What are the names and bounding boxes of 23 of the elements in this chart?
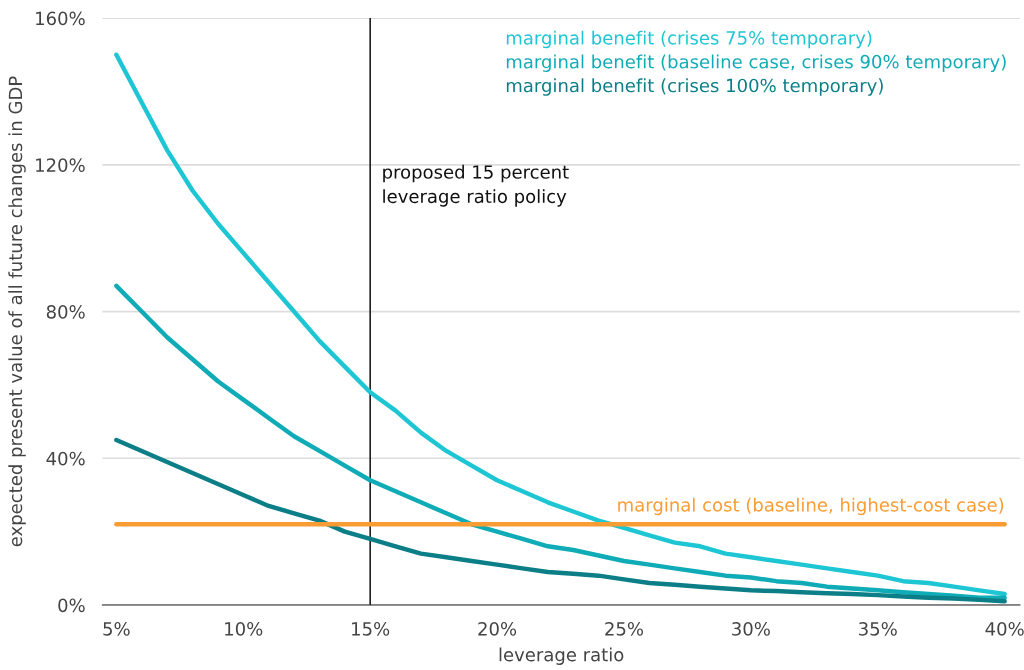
y-tick-label: 40% (46, 451, 85, 466)
y-tick-label: 80% (46, 305, 85, 319)
line-series (114, 52, 1007, 597)
y-axis-title: expected present value of all future changes in GDP (8, 76, 26, 547)
x-tick-label: 5% (103, 622, 130, 636)
x-tick-label: 25% (605, 622, 644, 636)
x-tick-label: 40% (985, 622, 1024, 636)
y-tick-label: 160% (36, 11, 85, 26)
line-series (114, 437, 1007, 604)
x-axis-title: leverage ratio (499, 647, 624, 665)
ref-line-label: proposed 15 percent leverage ratio policy (383, 164, 569, 207)
x-tick-label: 35% (859, 622, 897, 636)
y-tick-label: 0% (58, 598, 85, 613)
text: marginal benefit (crises 100% temporary) (506, 78, 883, 96)
line-series (114, 283, 1007, 600)
series-label: marginal cost (baseline, highest-cost case) (618, 497, 1004, 516)
x-tick-label: 10% (225, 622, 263, 636)
text: marginal benefit (baseline case, crises 90% temporary) (506, 54, 1006, 72)
y-tick-label: 120% (36, 158, 85, 172)
x-tick-label: 20% (478, 622, 517, 636)
x-tick-label: 15% (352, 622, 390, 636)
x-tick-label: 30% (732, 622, 770, 636)
text: marginal benefit (crises 75% temporary) (506, 30, 872, 49)
